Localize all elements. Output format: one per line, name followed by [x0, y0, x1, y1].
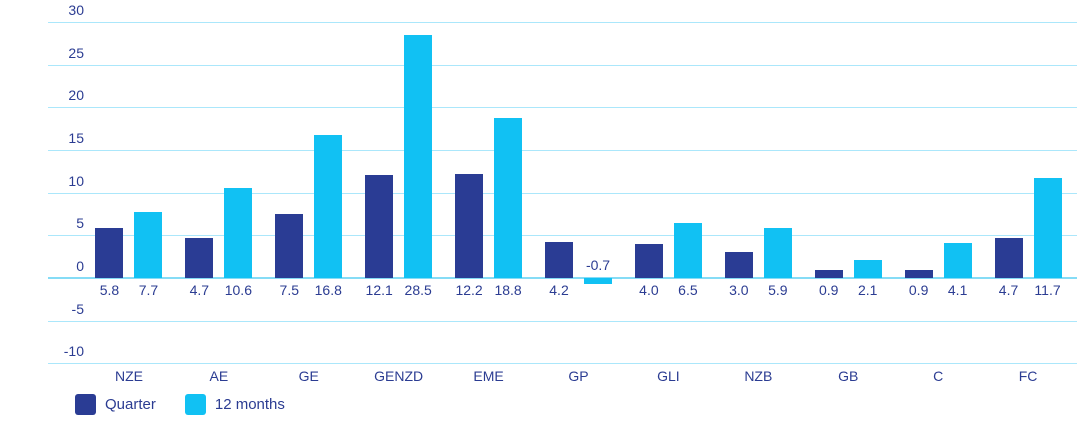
value-label: 12.2 [455, 281, 483, 298]
legend-swatch [184, 394, 206, 415]
category-label: FC [1018, 368, 1038, 384]
value-label: 10.6 [224, 281, 252, 298]
category-label: GB [838, 368, 859, 384]
bar-quarter [455, 173, 484, 278]
bar-quarter [814, 270, 843, 278]
value-label: 0.9 [908, 281, 929, 298]
category-label: NZB [744, 368, 773, 384]
bar-quarter [365, 174, 394, 278]
value-label: 7.7 [138, 281, 159, 298]
bar-quarter [904, 270, 933, 278]
legend-item: Quarter [75, 394, 156, 415]
value-label: 16.8 [314, 281, 342, 298]
gridline [48, 149, 1077, 151]
legend-swatch [75, 394, 96, 415]
bar-12-months [224, 187, 253, 278]
bar-quarter [994, 237, 1023, 278]
gridline [48, 107, 1077, 109]
category-label: GENZD [374, 368, 424, 384]
bar-quarter [724, 252, 753, 278]
y-tick-label: 15 [68, 129, 84, 146]
bar-12-months [494, 117, 523, 278]
value-label: 4.7 [189, 281, 210, 298]
value-label: 4.7 [998, 281, 1019, 298]
y-tick-label: 20 [68, 87, 84, 104]
y-tick-label: 5 [76, 215, 84, 232]
zero-axis-line [48, 276, 1077, 279]
category-label: GLI [657, 368, 680, 384]
category-label: EME [473, 368, 504, 384]
bar-12-months [853, 260, 882, 278]
value-label: 28.5 [404, 281, 432, 298]
y-tick-label: 0 [76, 257, 84, 274]
value-label: 11.7 [1034, 281, 1061, 298]
category-label: GP [568, 368, 589, 384]
category-label: AE [209, 368, 229, 384]
value-label: 6.5 [678, 281, 698, 298]
value-label: 18.8 [494, 281, 522, 298]
value-label: 4.1 [947, 281, 968, 298]
bar-quarter [275, 213, 304, 278]
bar-12-months [1033, 178, 1062, 278]
bar-12-months [134, 212, 163, 278]
value-label: 12.1 [365, 281, 393, 298]
y-tick-label: 10 [68, 172, 84, 189]
category-label: GE [298, 368, 319, 384]
bar-12-months [763, 227, 792, 278]
legend-item: 12 months [184, 394, 285, 415]
value-label: 3.0 [729, 281, 749, 298]
category-label: NZE [114, 368, 143, 384]
legend-label: Quarter [105, 396, 156, 413]
value-label: 2.1 [857, 281, 878, 298]
gridline [48, 192, 1077, 194]
bar-12-months [943, 242, 972, 278]
bar-12-months [404, 34, 433, 278]
gridline [48, 320, 1077, 322]
value-label: 7.5 [279, 281, 299, 298]
value-label: -0.7 [585, 256, 611, 273]
bar-12-months [673, 222, 702, 278]
value-label: 0.9 [818, 281, 839, 298]
bar-quarter [634, 243, 663, 278]
bar-quarter [185, 237, 214, 278]
y-tick-label: 25 [68, 44, 84, 61]
bar-12-months [314, 134, 343, 278]
category-label: C [933, 368, 944, 384]
legend-label: 12 months [214, 396, 285, 413]
value-label: 4.0 [639, 281, 659, 298]
gridline [48, 22, 1077, 23]
gridline [48, 363, 1077, 365]
value-label: 5.9 [768, 281, 788, 298]
value-label: 4.2 [549, 281, 569, 298]
gridline [48, 64, 1077, 66]
bar-quarter [95, 228, 124, 278]
y-tick-label: -5 [71, 300, 84, 317]
bar-12-months [584, 277, 612, 284]
gridline [48, 235, 1077, 237]
bar-quarter [545, 242, 573, 278]
chart-legend: Quarter 12 months [75, 394, 285, 415]
y-tick-label: -10 [63, 343, 84, 360]
value-label: 5.8 [99, 281, 120, 298]
y-tick-label: 30 [68, 2, 84, 18]
